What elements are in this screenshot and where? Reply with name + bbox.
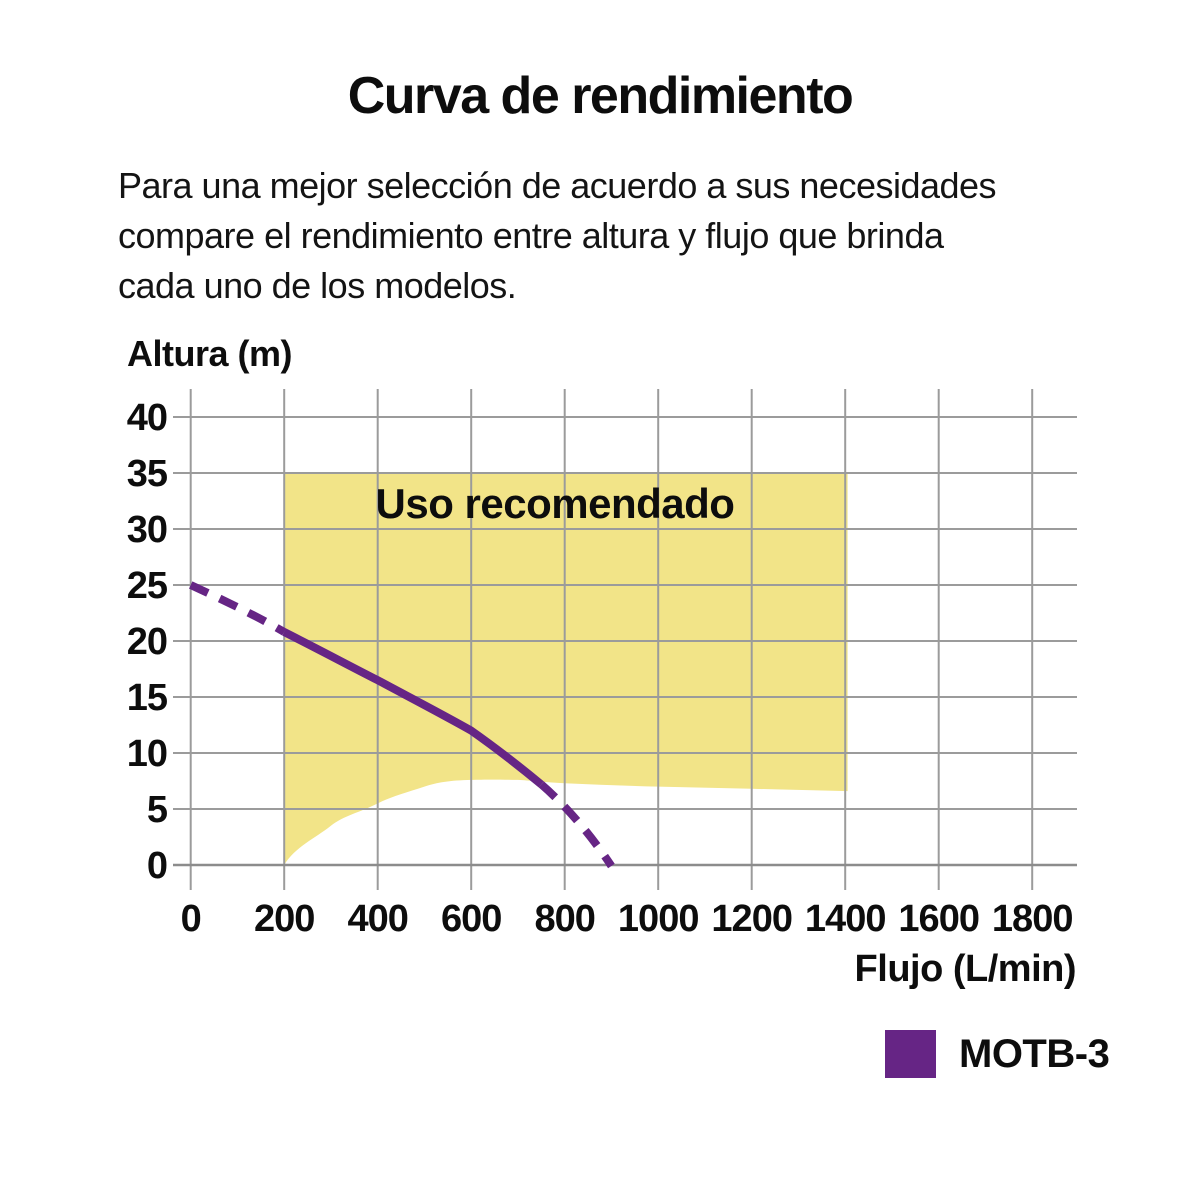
y-axis-title: Altura (m)	[127, 333, 293, 374]
x-tick-1400: 1400	[805, 898, 886, 940]
y-tick-20: 20	[127, 621, 167, 663]
page-title: Curva de rendimiento	[347, 67, 854, 125]
y-tick-15: 15	[127, 677, 168, 719]
description-line-3: cada uno de los modelos.	[118, 265, 517, 306]
y-tick-25: 25	[127, 565, 168, 607]
legend: MOTB-3	[885, 1030, 1110, 1078]
x-tick-1800: 1800	[992, 898, 1073, 940]
y-tick-0: 0	[147, 845, 167, 887]
series-motb3-curve	[189, 581, 615, 869]
y-tick-35: 35	[127, 453, 168, 495]
legend-label: MOTB-3	[959, 1031, 1110, 1076]
x-tick-1600: 1600	[898, 898, 979, 940]
curve-solid-middle	[282, 628, 544, 788]
x-tick-labels: 0 200 400 600 800 1000 1200 1400 1600 18…	[181, 898, 1074, 940]
x-tick-1000: 1000	[618, 898, 699, 940]
grid	[173, 389, 1077, 890]
curve-dashed-left	[189, 581, 287, 636]
description-line-2: compare el rendimiento entre altura y fl…	[118, 215, 944, 256]
y-tick-30: 30	[127, 509, 167, 551]
description-line-1: Para una mejor selección de acuerdo a su…	[118, 165, 997, 206]
x-tick-0: 0	[181, 898, 201, 940]
x-axis-title: Flujo (L/min)	[854, 948, 1077, 990]
x-tick-1200: 1200	[711, 898, 792, 940]
chart-canvas: Uso recomendado 40 35 30 25 20 15 10 5 0…	[127, 389, 1077, 940]
y-tick-40: 40	[127, 397, 167, 439]
y-tick-10: 10	[127, 733, 167, 775]
x-tick-600: 600	[441, 898, 501, 940]
recommended-zone-area	[284, 473, 848, 865]
performance-chart: Uso recomendado 40 35 30 25 20 15 10 5 0…	[115, 385, 1085, 945]
legend-color-square	[885, 1030, 936, 1078]
x-tick-400: 400	[347, 898, 407, 940]
legend-swatch	[885, 1030, 936, 1078]
recommended-zone-label: Uso recomendado	[376, 480, 735, 527]
description: Para una mejor selección de acuerdo a su…	[118, 161, 1128, 311]
x-tick-200: 200	[254, 898, 314, 940]
y-tick-labels: 40 35 30 25 20 15 10 5 0	[127, 397, 169, 887]
curve-dashed-right	[538, 781, 615, 869]
y-tick-5: 5	[147, 789, 168, 831]
x-tick-800: 800	[534, 898, 594, 940]
